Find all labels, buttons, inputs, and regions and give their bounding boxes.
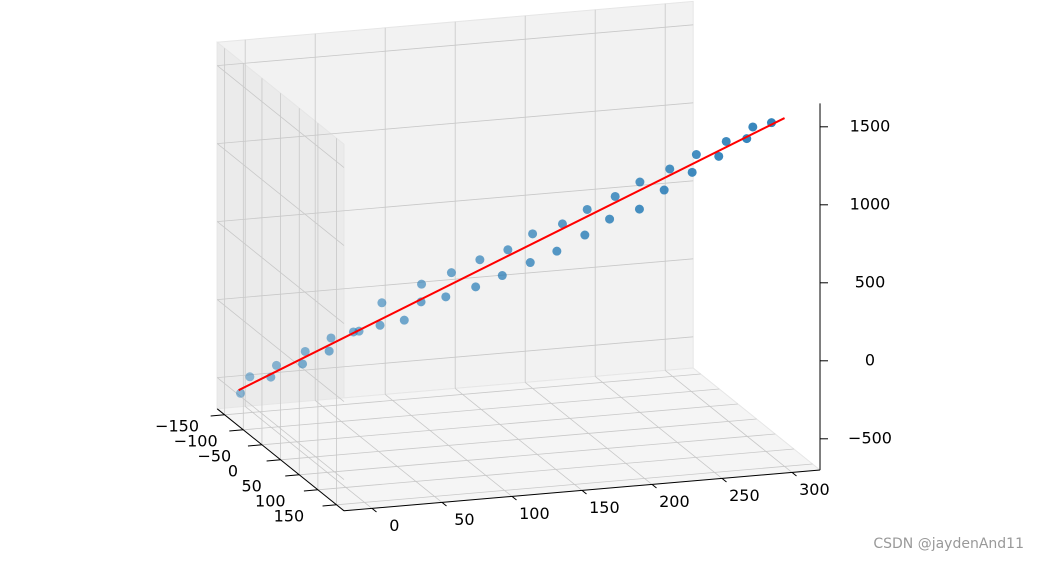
scatter-point <box>528 229 538 239</box>
x-tick-label: 50 <box>454 510 474 529</box>
scatter-point <box>417 279 427 289</box>
scatter-point <box>375 320 385 330</box>
grid-line <box>317 448 794 491</box>
tick-mark <box>303 489 318 492</box>
tick-mark <box>721 478 727 483</box>
scatter-point <box>525 258 535 268</box>
x-tick-label: 150 <box>589 498 620 517</box>
scatter-point <box>441 292 451 302</box>
tick-mark <box>791 472 797 477</box>
scatter-point <box>324 346 334 356</box>
scatter-point <box>605 214 615 224</box>
tick-mark <box>511 496 517 501</box>
y-tick-label: 50 <box>241 476 261 495</box>
scatter-point <box>557 219 567 229</box>
fit-line <box>238 117 785 392</box>
tick-mark <box>247 444 262 447</box>
scatter-point <box>635 177 645 187</box>
scatter-point <box>552 246 562 256</box>
grid-line <box>216 65 345 168</box>
scatter-point <box>298 359 308 369</box>
z-tick-label: 0 <box>865 350 875 369</box>
grid-line <box>243 388 720 431</box>
tick-mark <box>371 508 377 513</box>
grid-line <box>217 336 694 378</box>
tick-mark <box>210 414 225 417</box>
scatter-point <box>634 204 644 214</box>
tick-mark <box>229 429 244 432</box>
x-tick-label: 300 <box>799 480 830 499</box>
scatter-point <box>475 255 485 265</box>
y-tick-label: 100 <box>255 491 286 510</box>
scatter-point <box>721 136 731 146</box>
z-tick-label: 1000 <box>850 194 891 213</box>
scatter-point <box>377 298 387 308</box>
scatter-point <box>446 268 456 278</box>
grid-line <box>216 299 345 402</box>
tick-mark <box>581 490 587 495</box>
scatter-point <box>326 333 336 343</box>
grid-line <box>216 143 345 246</box>
y-tick-label: −150 <box>155 416 199 435</box>
scatter-point <box>691 150 701 160</box>
tick-mark <box>266 459 281 462</box>
x-axis <box>343 469 821 512</box>
grid-line <box>217 24 694 66</box>
x-tick-label: 250 <box>729 486 760 505</box>
grid-line <box>217 258 694 300</box>
grid-line <box>280 418 757 461</box>
z-tick-label: −500 <box>848 428 892 447</box>
scatter-point <box>580 230 590 240</box>
scatter-point <box>271 360 281 370</box>
scatter-point <box>497 271 507 281</box>
watermark: CSDN @jaydenAnd11 <box>873 536 1024 552</box>
scatter-point <box>503 245 513 255</box>
y-tick-label: −100 <box>174 431 218 450</box>
grid-line <box>216 377 345 480</box>
scatter-point <box>582 204 592 214</box>
grid-line <box>261 403 738 446</box>
scatter-point <box>610 191 620 201</box>
scatter-point <box>399 315 409 325</box>
tick-mark <box>285 474 300 477</box>
y-axis <box>216 408 345 512</box>
scatter-point <box>748 122 758 132</box>
scatter-point <box>665 164 675 174</box>
grid-line <box>217 180 694 222</box>
grid-line <box>299 433 776 476</box>
scatter-point <box>236 388 246 398</box>
y-tick-label: 0 <box>228 461 238 480</box>
x-tick-label: 200 <box>659 492 690 511</box>
z-tick-label: 500 <box>855 272 886 291</box>
tick-mark <box>322 504 337 507</box>
grid-line <box>216 221 345 324</box>
scatter-point <box>300 346 310 356</box>
scatter-point <box>245 372 255 382</box>
x-tick-label: 100 <box>519 504 550 523</box>
grid-line <box>224 373 701 416</box>
scatter-point <box>714 151 724 161</box>
y-tick-label: −50 <box>197 446 231 465</box>
tick-mark <box>441 502 447 507</box>
tick-mark <box>651 484 657 489</box>
z-tick-label: 1500 <box>850 116 891 135</box>
x-tick-label: 0 <box>389 516 399 535</box>
grid-line <box>217 102 694 144</box>
grid-line <box>336 463 813 506</box>
y-tick-label: 150 <box>274 506 305 525</box>
scatter-point <box>687 167 697 177</box>
scatter-point <box>471 282 481 292</box>
scatter-point <box>659 185 669 195</box>
